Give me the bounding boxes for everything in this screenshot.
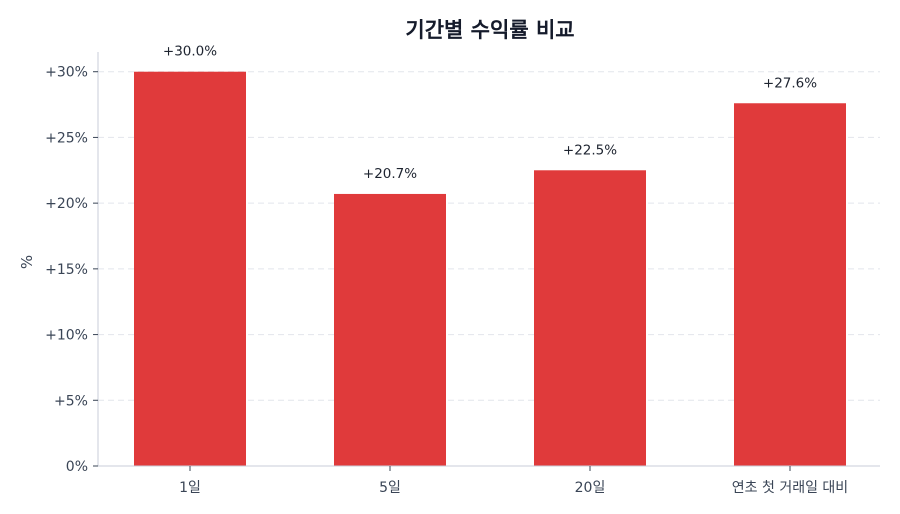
y-tick-label: 0% [66, 459, 88, 475]
y-tick-label: +15% [45, 262, 88, 278]
y-tick-label: +25% [45, 130, 88, 146]
y-tick-label: +10% [45, 328, 88, 344]
data-labels: +30.0% +20.7% +22.5% +27.6% [163, 44, 817, 182]
y-tick-label: +5% [54, 393, 88, 409]
y-tick-label: +30% [45, 65, 88, 81]
bars [134, 71, 846, 467]
y-axis-label: % [18, 255, 36, 269]
bar [734, 103, 846, 466]
chart-title: 기간별 수익률 비교 [405, 18, 574, 42]
data-label: +27.6% [763, 75, 817, 91]
bar [334, 193, 446, 466]
x-ticks: 1일 5일 20일 연초 첫 거래일 대비 [179, 466, 848, 496]
x-tick-label: 연초 첫 거래일 대비 [732, 480, 848, 496]
data-label: +22.5% [563, 142, 617, 158]
x-tick-label: 1일 [179, 480, 201, 496]
y-tick-label: +20% [45, 196, 88, 212]
x-tick-label: 5일 [379, 480, 401, 496]
data-label: +30.0% [163, 44, 217, 60]
bar [534, 170, 646, 467]
data-label: +20.7% [363, 166, 417, 182]
y-ticks: 0% +5% +10% +15% +20% +25% +30% [45, 65, 98, 475]
x-tick-label: 20일 [575, 480, 606, 496]
bar [134, 71, 246, 466]
